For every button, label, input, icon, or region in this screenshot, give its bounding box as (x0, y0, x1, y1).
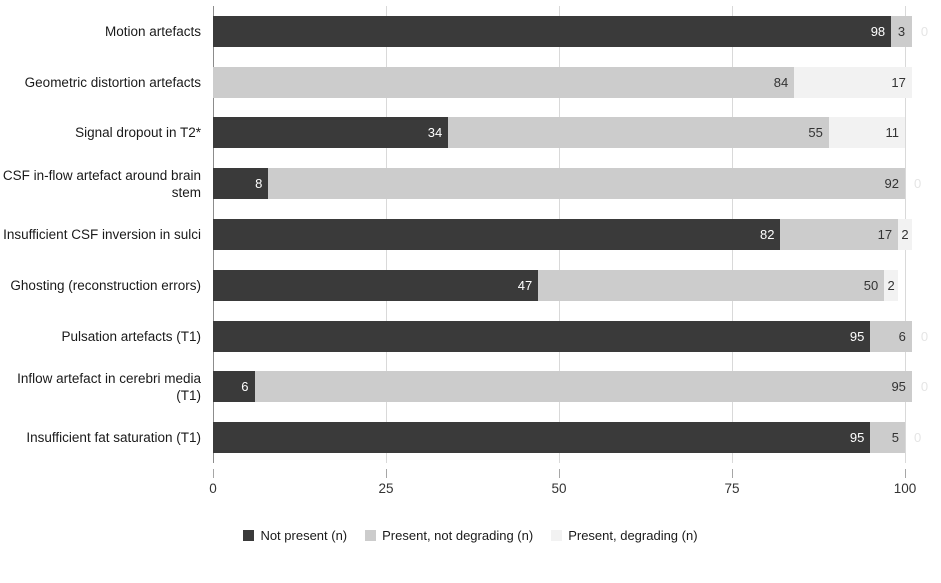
value-label-zero: 0 (920, 328, 929, 344)
value-label: 6 (898, 328, 906, 344)
bar-row: 95 6 0 (213, 320, 928, 352)
bar-segment-present-not-degrading (870, 422, 905, 454)
bar-segment-present-not-degrading (254, 371, 912, 403)
value-label: 34 (427, 125, 443, 141)
tick-label: 25 (378, 481, 394, 496)
value-label-zero: 0 (914, 176, 922, 192)
legend: Not present (n) Present, not degrading (n… (0, 528, 941, 543)
value-label: 82 (759, 227, 775, 242)
bar-segment-present-not-degrading (213, 66, 795, 98)
value-label: 6 (241, 379, 249, 395)
value-label-zero: 0 (920, 23, 929, 39)
category-label: Insufficient fat saturation (T1) (26, 430, 201, 446)
tick-mark (905, 469, 906, 478)
bar-row: 8 92 0 (213, 168, 921, 200)
legend-item-present-degrading: Present, degrading (n) (551, 528, 698, 543)
bar-segment-not-present (213, 320, 871, 352)
tick-mark (213, 469, 214, 478)
value-label-zero: 0 (914, 430, 922, 446)
bar-row: 47 50 2 (213, 269, 905, 301)
value-label: 2 (887, 277, 895, 293)
value-label: 8 (255, 176, 263, 192)
bar-segment-not-present (213, 117, 449, 149)
bar-segment-present-not-degrading (870, 320, 912, 352)
value-axis-labels: 0 25 50 75 100 (209, 481, 916, 499)
value-label: 95 (891, 379, 906, 395)
value-label: 5 (891, 430, 899, 446)
tick-label: 50 (551, 481, 567, 496)
bar-segment-not-present (213, 15, 892, 47)
tick-label: 0 (209, 481, 217, 496)
category-label: CSF in-flow artefact around brain stem (2, 167, 201, 200)
bar-row: 34 55 11 (213, 117, 905, 149)
bar-segment-present-degrading (828, 117, 905, 149)
value-label: 11 (885, 125, 899, 141)
value-label: 98 (870, 23, 886, 39)
bar-segment-present-not-degrading (538, 269, 885, 301)
bar-segment-not-present (213, 422, 871, 454)
legend-label: Present, not degrading (n) (382, 528, 534, 543)
tick-label: 75 (724, 481, 740, 496)
bar-segment-not-present (213, 371, 255, 403)
value-label: 50 (863, 277, 879, 293)
bar-segment-not-present (213, 269, 539, 301)
value-label: 2 (901, 227, 909, 242)
bar-segment-present-not-degrading (448, 117, 829, 149)
legend-swatch-icon (365, 530, 377, 541)
category-axis-labels: Motion artefacts Geometric distortion art… (0, 6, 207, 463)
tick-mark (559, 469, 560, 478)
tick-label: 100 (893, 481, 917, 496)
category-label: Ghosting (reconstruction errors) (10, 277, 201, 293)
legend-item-present-not-degrading: Present, not degrading (n) (365, 528, 533, 543)
bar-segment-present-not-degrading (891, 15, 912, 47)
category-label: Signal dropout in T2* (75, 125, 201, 141)
bar-segment-not-present (213, 219, 781, 250)
legend-label: Present, degrading (n) (568, 528, 698, 543)
legend-swatch-icon (551, 530, 563, 541)
legend-item-not-present: Not present (n) (243, 528, 347, 543)
value-label: 17 (891, 74, 906, 90)
bar-row: 6 95 0 (213, 371, 928, 403)
value-label: 17 (877, 227, 893, 242)
value-label: 3 (897, 23, 906, 39)
plot-area: 9830084173455118920821724750295606950955… (213, 6, 928, 463)
value-label-zero: 0 (920, 379, 929, 395)
value-label: 95 (849, 328, 865, 344)
category-label: Pulsation artefacts (T1) (61, 328, 201, 344)
value-label: 95 (849, 430, 865, 446)
value-label: 47 (517, 277, 533, 293)
category-label: Geometric distortion artefacts (24, 74, 201, 90)
bar-segment-present-degrading (884, 269, 899, 301)
category-label: Inflow artefact in cerebri media (T1) (17, 370, 201, 403)
category-label: Motion artefacts (104, 23, 201, 39)
tick-mark (386, 469, 387, 478)
bar-segment-present-degrading (898, 219, 912, 250)
value-label: 55 (808, 125, 823, 141)
tick-mark (732, 469, 733, 478)
bar-segment-present-not-degrading (780, 219, 899, 250)
bar-segment-not-present (213, 168, 269, 200)
legend-label: Not present (n) (260, 528, 348, 543)
legend-swatch-icon (243, 530, 255, 541)
bar-row: 82 17 2 (213, 219, 912, 250)
bar-segment-present-degrading (794, 66, 912, 98)
bar-row: 95 5 0 (213, 422, 921, 454)
value-label: 84 (773, 74, 789, 90)
category-label: Insufficient CSF inversion in sulci (3, 226, 201, 242)
value-label: 92 (884, 176, 899, 192)
bar-row: 98 3 0 (213, 15, 928, 47)
bar-segment-present-not-degrading (268, 168, 905, 200)
